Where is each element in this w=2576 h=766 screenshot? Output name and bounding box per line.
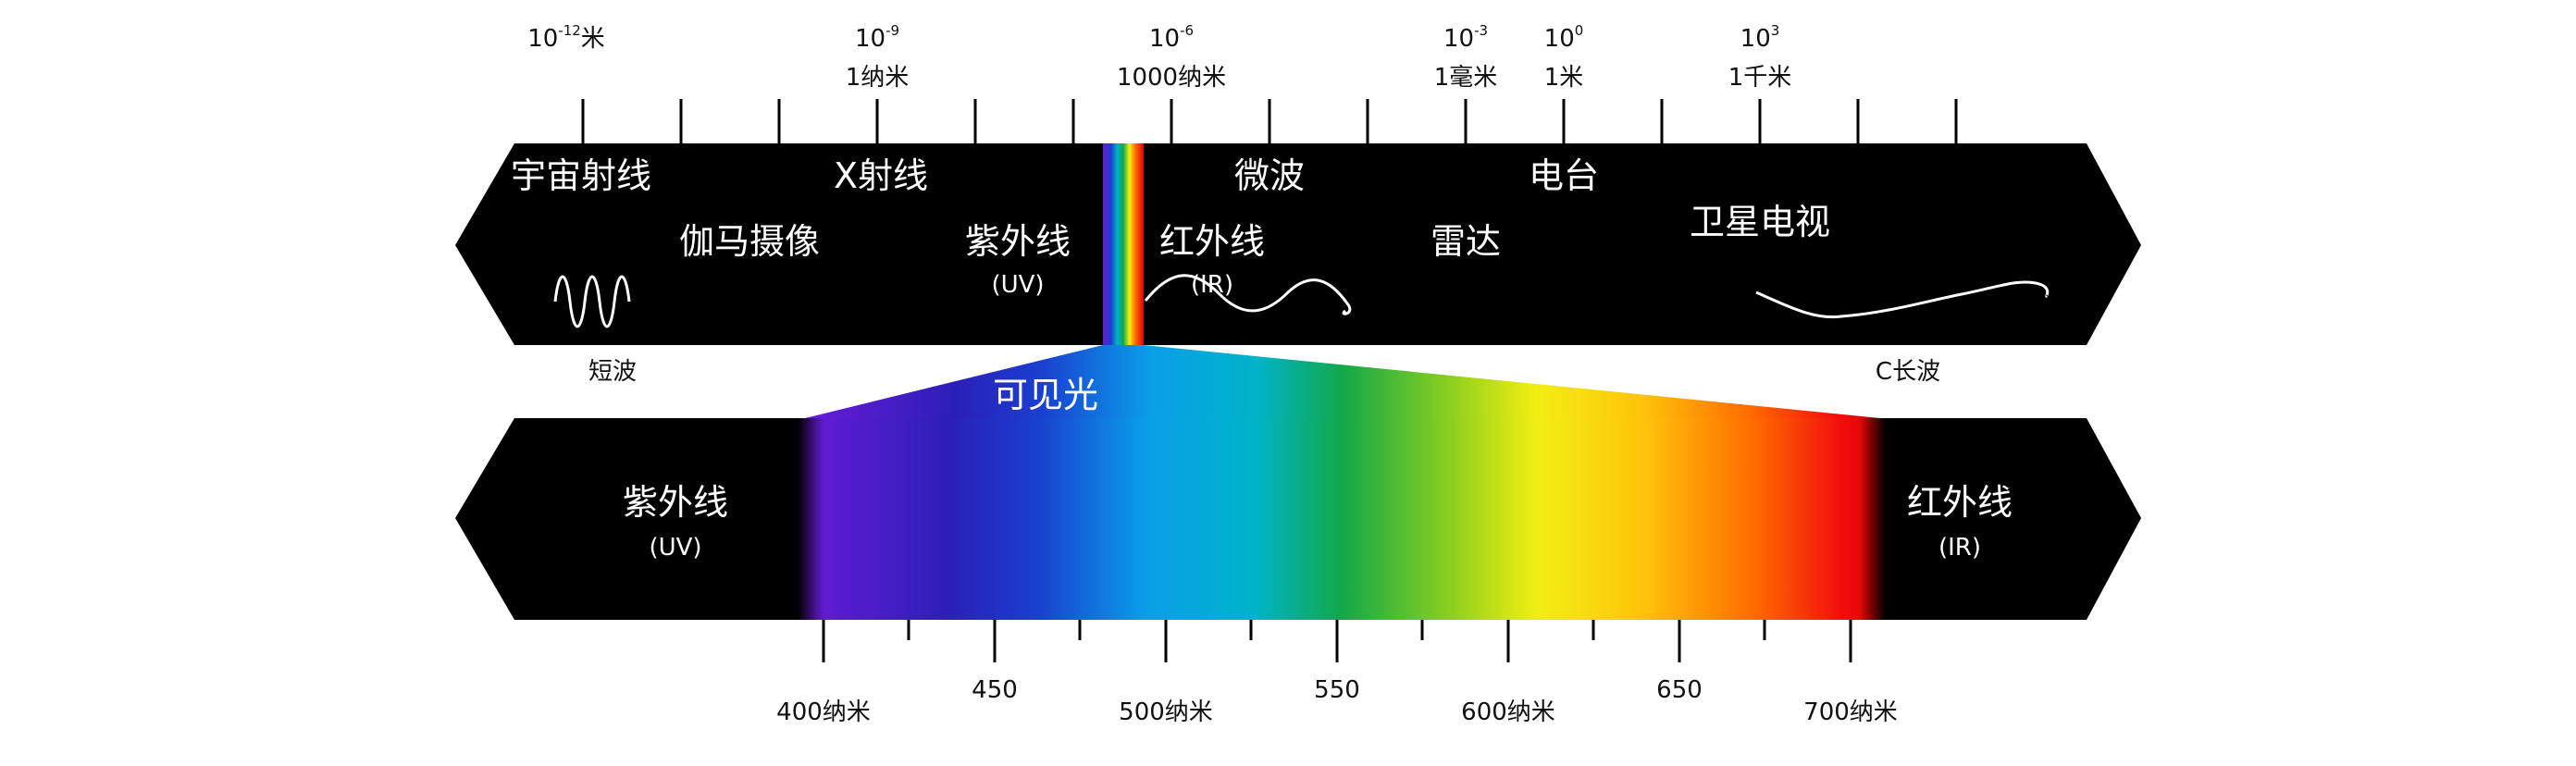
visible-fade-right (1860, 418, 1886, 620)
scale-unit-label: 1千米 (1728, 64, 1792, 92)
radio-label: 电台 (1529, 155, 1599, 196)
spectrum-band-shape (455, 143, 2141, 345)
ir-sub-label: (IR) (1191, 271, 1233, 299)
short-wave-icon (553, 275, 631, 328)
nm-label: 700纳米 (1803, 698, 1898, 726)
scale-power-label: 10-9 (855, 22, 899, 53)
satellite-tv-label: 卫星电视 (1690, 202, 1830, 242)
nm-label: 650 (1656, 676, 1703, 704)
xray-label: X射线 (834, 155, 928, 196)
visible-light-funnel (805, 345, 1880, 418)
uv-band-sub-label: (UV) (649, 534, 701, 562)
wavelength-scale-nm: 400纳米 450 500纳米 550 600纳米 650 700纳米 (776, 620, 1898, 726)
scale-power-label: 10-12米 (527, 22, 605, 53)
scale-power-label: 10-6 (1149, 22, 1194, 53)
nm-label: 400纳米 (776, 698, 871, 726)
radar-label: 雷达 (1430, 221, 1501, 262)
scale-unit-label: 1000纳米 (1117, 64, 1226, 92)
ir-label: 红外线 (1159, 221, 1265, 262)
visible-gradient (798, 418, 1886, 620)
wavelength-scale-top: 10-12米 10-9 1纳米 10-6 1000纳米 10-3 1毫米 100… (527, 22, 1958, 143)
visible-strip (1103, 143, 1144, 345)
nm-label: 600纳米 (1461, 698, 1555, 726)
spectrum-band-top: 宇宙射线 伽马摄像 X射线 紫外线 (UV) 红外线 (IR) 微波 雷达 电台… (455, 143, 2141, 345)
nm-label: 550 (1314, 676, 1360, 704)
short-wave-caption: 短波 (588, 358, 637, 386)
gamma-label: 伽马摄像 (679, 221, 820, 262)
cosmic-ray-label: 宇宙射线 (511, 155, 651, 196)
scale-power-label: 10-3 (1443, 22, 1488, 53)
uv-band-label: 紫外线 (623, 482, 728, 523)
visible-fade-left (798, 418, 824, 620)
ir-band-sub-label: (IR) (1938, 534, 1981, 562)
scale-power-label: 100 (1544, 22, 1584, 53)
scale-unit-label: 1毫米 (1434, 64, 1498, 92)
uv-label: 紫外线 (965, 221, 1071, 262)
nm-label: 500纳米 (1119, 698, 1213, 726)
uv-sub-label: (UV) (991, 271, 1044, 299)
microwave-label: 微波 (1234, 155, 1305, 196)
medium-wave-icon (1144, 274, 1352, 315)
scale-unit-label: 1米 (1544, 64, 1584, 92)
scale-power-label: 103 (1740, 22, 1780, 53)
ir-band-label: 红外线 (1907, 482, 2012, 523)
long-wave-caption: C长波 (1876, 358, 1940, 386)
scale-unit-label: 1纳米 (846, 64, 910, 92)
visible-light-label: 可见光 (993, 375, 1098, 415)
nm-label: 450 (972, 676, 1018, 704)
visible-spectrum-band: 紫外线 (UV) 红外线 (IR) (455, 418, 2141, 620)
long-wave-icon (1755, 280, 2050, 319)
